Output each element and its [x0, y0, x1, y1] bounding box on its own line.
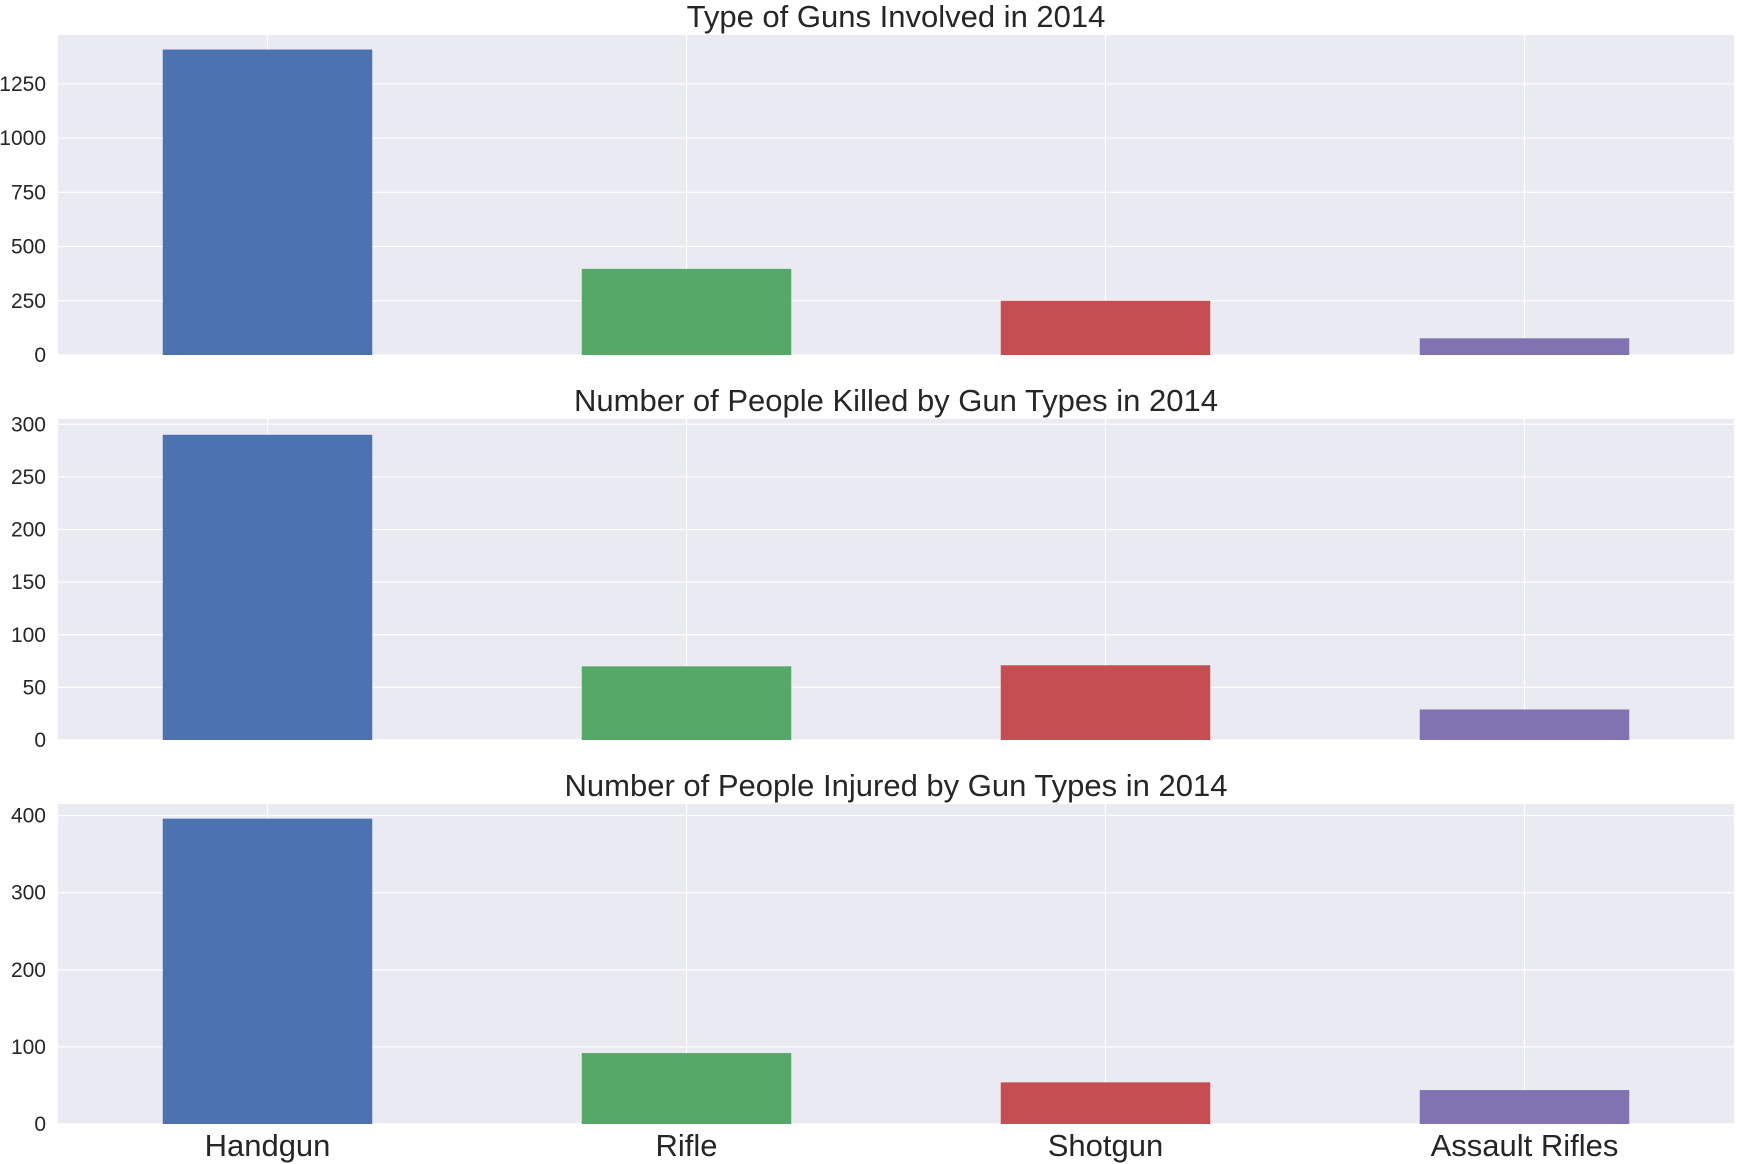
bar-rifle: [581, 1053, 792, 1124]
bar-shotgun: [1000, 300, 1211, 355]
y-tick-label: 0: [34, 344, 46, 367]
y-tick-label: 500: [11, 236, 46, 259]
x-tick-label: Assault Rifles: [1431, 1128, 1619, 1163]
y-tick-label: 50: [23, 676, 46, 699]
y-tick-label: 0: [34, 729, 46, 752]
y-tick-label: 300: [11, 413, 46, 436]
y-tick-label: 100: [11, 1036, 46, 1059]
y-tick-label: 200: [11, 959, 46, 982]
bar-handgun: [162, 49, 373, 356]
bar-assault-rifles: [1419, 1090, 1630, 1124]
y-tick-label: 750: [11, 181, 46, 204]
subplot-1: 0 250 500 750 1000 1250 Type of Guns Involved …: [0, 0, 1734, 367]
chart-title: Number of People Killed by Gun Types in …: [574, 383, 1218, 418]
y-tick-label: 150: [11, 571, 46, 594]
y-tick-label: 100: [11, 624, 46, 647]
chart-title: Type of Guns Involved in 2014: [687, 0, 1106, 34]
y-tick-label: 1000: [0, 127, 46, 150]
bar-rifle: [581, 666, 792, 740]
bar-shotgun: [1000, 665, 1211, 740]
bar-handgun: [162, 434, 373, 740]
y-tick-label: 300: [11, 882, 46, 905]
bar-handgun: [162, 818, 373, 1124]
y-tick-label: 250: [11, 466, 46, 489]
bar-rifle: [581, 268, 792, 355]
x-tick-label: Shotgun: [1048, 1128, 1164, 1163]
y-tick-label: 200: [11, 519, 46, 542]
x-tick-label: Rifle: [655, 1128, 717, 1163]
x-tick-label: Handgun: [205, 1128, 331, 1163]
y-tick-label: 1250: [0, 73, 46, 96]
subplot-2: 0 50 100 150 200 250 300 Number of People Kille…: [11, 383, 1734, 752]
y-tick-label: 0: [34, 1113, 46, 1136]
chart-title: Number of People Injured by Gun Types in…: [565, 768, 1228, 803]
y-tick-label: 400: [11, 805, 46, 828]
y-tick-label: 250: [11, 290, 46, 313]
bar-assault-rifles: [1419, 709, 1630, 740]
subplot-3: 0 100 200 300 400 Number of People Injured by…: [11, 768, 1734, 1163]
bar-shotgun: [1000, 1082, 1211, 1124]
bar-assault-rifles: [1419, 338, 1630, 355]
